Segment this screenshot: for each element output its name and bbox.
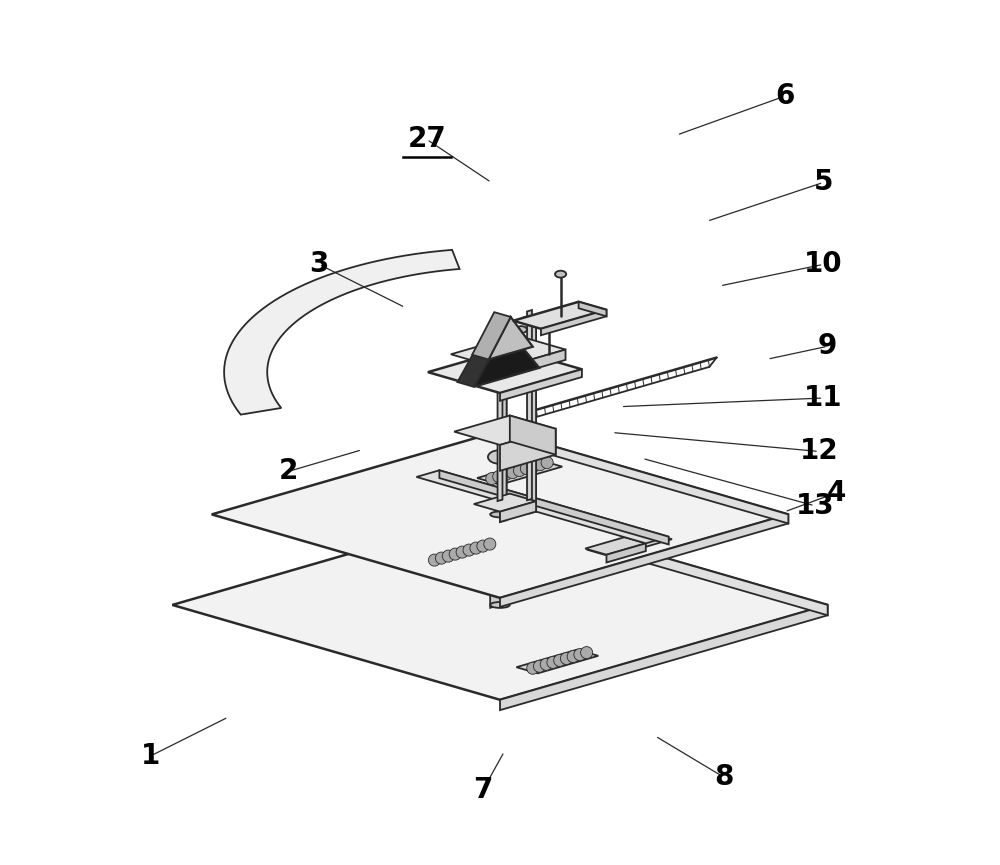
Polygon shape xyxy=(529,316,536,511)
Polygon shape xyxy=(585,537,646,554)
Polygon shape xyxy=(513,302,606,329)
Polygon shape xyxy=(587,532,672,557)
Polygon shape xyxy=(474,494,536,512)
Polygon shape xyxy=(493,324,507,328)
Polygon shape xyxy=(428,349,582,393)
Polygon shape xyxy=(498,318,502,501)
Polygon shape xyxy=(500,429,556,471)
Polygon shape xyxy=(224,250,460,414)
Polygon shape xyxy=(541,310,606,336)
Circle shape xyxy=(463,544,475,556)
Polygon shape xyxy=(500,369,582,400)
Text: 6: 6 xyxy=(775,82,794,110)
Polygon shape xyxy=(472,312,511,360)
Text: 11: 11 xyxy=(804,384,843,412)
Polygon shape xyxy=(579,302,606,317)
Polygon shape xyxy=(500,349,566,379)
Polygon shape xyxy=(477,460,562,484)
Circle shape xyxy=(520,463,532,475)
Polygon shape xyxy=(439,471,669,544)
Polygon shape xyxy=(490,511,510,608)
Text: 9: 9 xyxy=(818,332,837,361)
Polygon shape xyxy=(516,650,598,673)
Text: 8: 8 xyxy=(714,764,734,791)
Polygon shape xyxy=(474,328,539,387)
Circle shape xyxy=(507,466,519,478)
Text: 3: 3 xyxy=(309,250,329,279)
Circle shape xyxy=(554,655,566,666)
Polygon shape xyxy=(212,431,788,598)
Polygon shape xyxy=(172,510,828,700)
Ellipse shape xyxy=(490,602,510,608)
Ellipse shape xyxy=(555,271,566,278)
Text: 4: 4 xyxy=(827,479,846,507)
Circle shape xyxy=(456,546,468,558)
Circle shape xyxy=(513,465,526,477)
Circle shape xyxy=(500,469,512,481)
Circle shape xyxy=(540,658,552,670)
Text: 13: 13 xyxy=(795,492,834,520)
Circle shape xyxy=(486,472,498,484)
Circle shape xyxy=(534,458,546,471)
Circle shape xyxy=(547,657,559,669)
Circle shape xyxy=(493,471,505,483)
Circle shape xyxy=(470,542,482,554)
Circle shape xyxy=(560,652,572,664)
Polygon shape xyxy=(527,310,532,500)
Text: 2: 2 xyxy=(279,458,298,485)
Polygon shape xyxy=(500,515,788,607)
Circle shape xyxy=(541,457,553,469)
Circle shape xyxy=(574,649,586,661)
Text: 27: 27 xyxy=(407,125,446,153)
Circle shape xyxy=(567,650,579,663)
Text: 5: 5 xyxy=(814,169,833,196)
Polygon shape xyxy=(510,415,556,455)
Ellipse shape xyxy=(490,511,510,517)
Polygon shape xyxy=(418,541,503,566)
Circle shape xyxy=(449,548,461,561)
Polygon shape xyxy=(606,543,646,562)
Polygon shape xyxy=(523,316,536,319)
Polygon shape xyxy=(500,324,507,520)
Circle shape xyxy=(527,663,539,674)
Ellipse shape xyxy=(488,450,512,464)
Polygon shape xyxy=(454,415,556,445)
Polygon shape xyxy=(457,324,507,387)
Circle shape xyxy=(533,660,546,672)
Polygon shape xyxy=(500,326,507,522)
Text: 7: 7 xyxy=(473,776,492,804)
Polygon shape xyxy=(416,471,669,543)
Polygon shape xyxy=(500,431,788,523)
Circle shape xyxy=(484,538,496,550)
Ellipse shape xyxy=(516,326,527,333)
Circle shape xyxy=(435,552,447,564)
Polygon shape xyxy=(529,317,536,514)
Circle shape xyxy=(442,550,454,562)
Circle shape xyxy=(527,460,539,472)
Polygon shape xyxy=(489,317,533,360)
Circle shape xyxy=(581,647,593,658)
Polygon shape xyxy=(500,510,828,615)
Text: 1: 1 xyxy=(141,742,160,770)
Ellipse shape xyxy=(544,318,555,325)
Text: 12: 12 xyxy=(800,438,838,465)
Polygon shape xyxy=(451,336,566,368)
Polygon shape xyxy=(500,501,536,522)
Polygon shape xyxy=(500,605,828,710)
Circle shape xyxy=(428,554,441,567)
Circle shape xyxy=(477,540,489,552)
Text: 10: 10 xyxy=(804,250,843,279)
